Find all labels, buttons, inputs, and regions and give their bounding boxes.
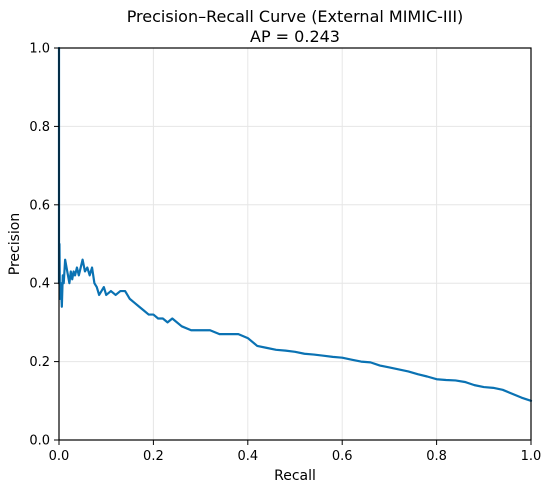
x-tick-label-4: 0.8 [426,449,447,464]
y-axis-label: Precision [7,213,23,275]
x-tick-label-3: 0.6 [332,449,353,464]
series-lines [57,46,533,402]
chart-title: Precision–Recall Curve (External MIMIC-I… [127,7,464,26]
axis-ticks: 0.0 0.2 0.4 0.6 0.8 1.0 0.0 0.2 0.4 0.6 0.8 1.0 [29,42,541,465]
chart-subtitle: AP = 0.243 [250,27,340,46]
x-axis-label: Recall [274,468,316,484]
x-tick-label-2: 0.4 [237,449,258,464]
plot-frame [58,47,532,441]
y-tick-label-3: 0.6 [29,198,50,213]
y-tick-label-5: 1.0 [29,42,50,57]
x-tick-label-0: 0.0 [49,449,70,464]
x-tick-label-1: 0.2 [143,449,164,464]
y-tick-label-2: 0.4 [29,277,50,292]
y-tick-label-1: 0.2 [29,355,50,370]
y-tick-label-4: 0.8 [29,120,50,135]
y-tick-label-0: 0.0 [29,434,50,449]
pr-curve-line-0 [57,46,533,402]
x-tick-label-5: 1.0 [521,449,542,464]
